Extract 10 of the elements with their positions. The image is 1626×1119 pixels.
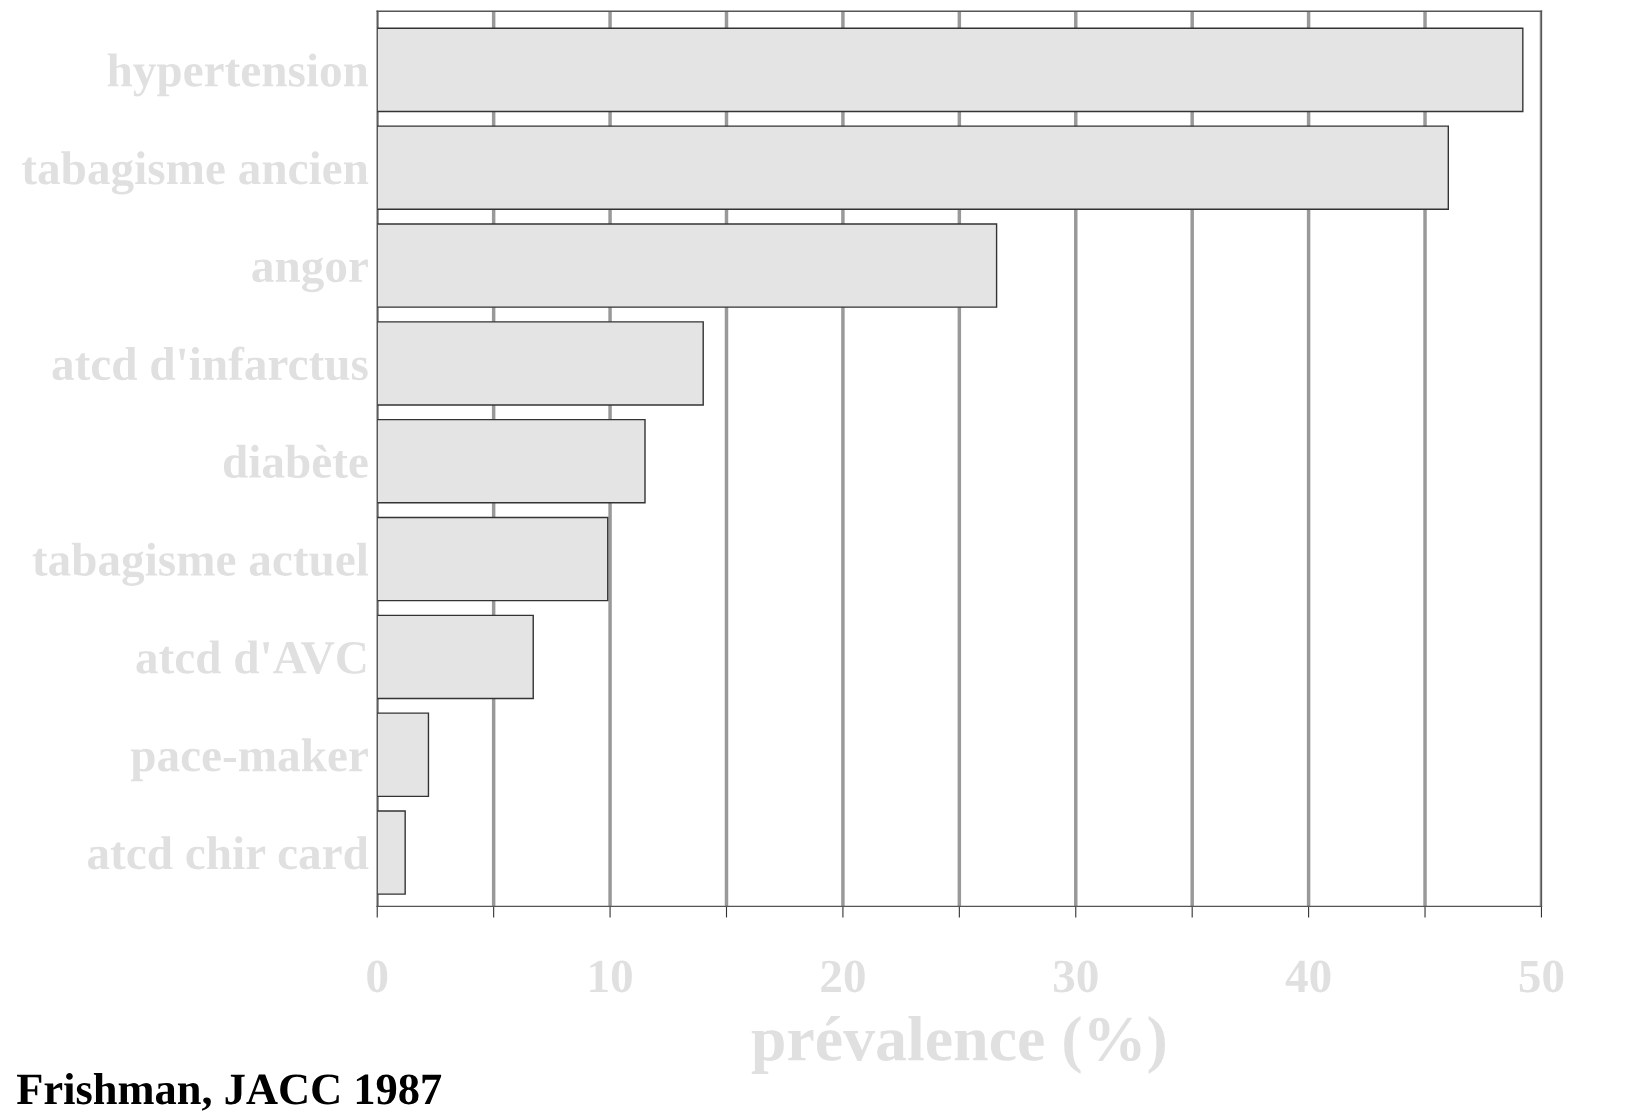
- bar: [377, 125, 1450, 211]
- text: Frishman, JACC 1987: [17, 1073, 442, 1111]
- bar: [377, 418, 646, 504]
- bar: [377, 614, 534, 700]
- bar: [377, 516, 609, 602]
- bar: [377, 712, 430, 798]
- bar: [377, 810, 406, 895]
- bar: [377, 223, 998, 308]
- bar: [377, 321, 704, 406]
- bar: [377, 27, 1524, 113]
